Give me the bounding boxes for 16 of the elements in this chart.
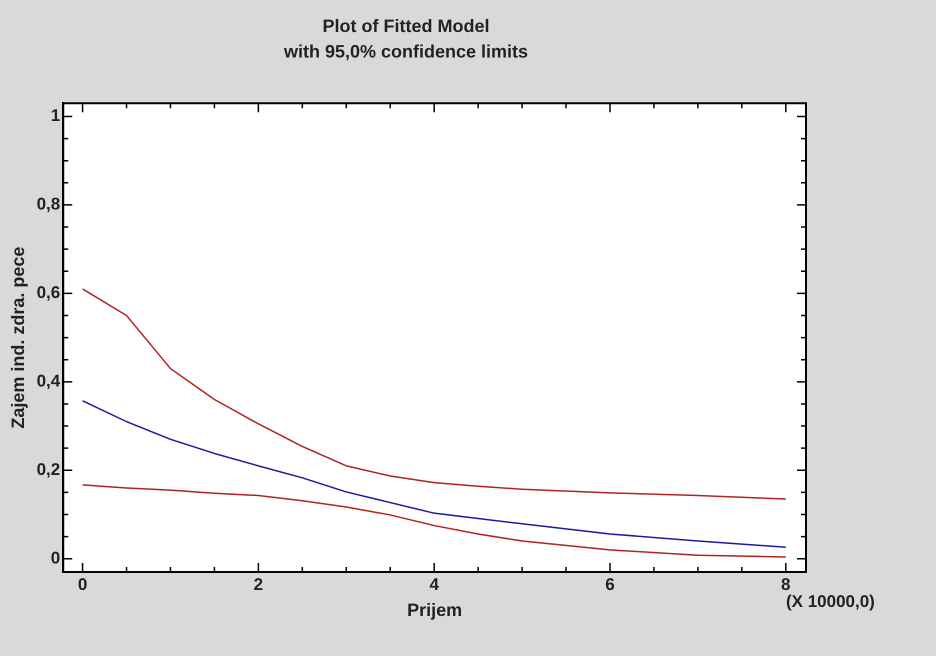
y-tick-label: 0 (50, 548, 60, 568)
y-tick-label: 0,8 (36, 194, 60, 214)
text: (X 10000,0) (786, 592, 875, 612)
y-tick-label: 1 (50, 106, 60, 126)
x-axis-title: Prijem (407, 600, 462, 620)
y-tick-label: 0,2 (36, 460, 60, 479)
x-tick-label: 6 (605, 574, 615, 594)
chart-subtitle: with 95,0% confidence limits (282, 41, 528, 62)
x-tick-label: 8 (781, 574, 791, 594)
y-axis-title: Zajem ind. zdra. pece (8, 246, 28, 429)
x-tick-label: 4 (429, 574, 440, 594)
chart-title: Plot of Fitted Model (322, 16, 490, 36)
y-tick-label: 0,4 (36, 372, 61, 391)
x-tick-label: 2 (254, 574, 264, 594)
x-tick-label: 0 (78, 574, 88, 594)
y-tick-label: 0,6 (36, 283, 60, 302)
